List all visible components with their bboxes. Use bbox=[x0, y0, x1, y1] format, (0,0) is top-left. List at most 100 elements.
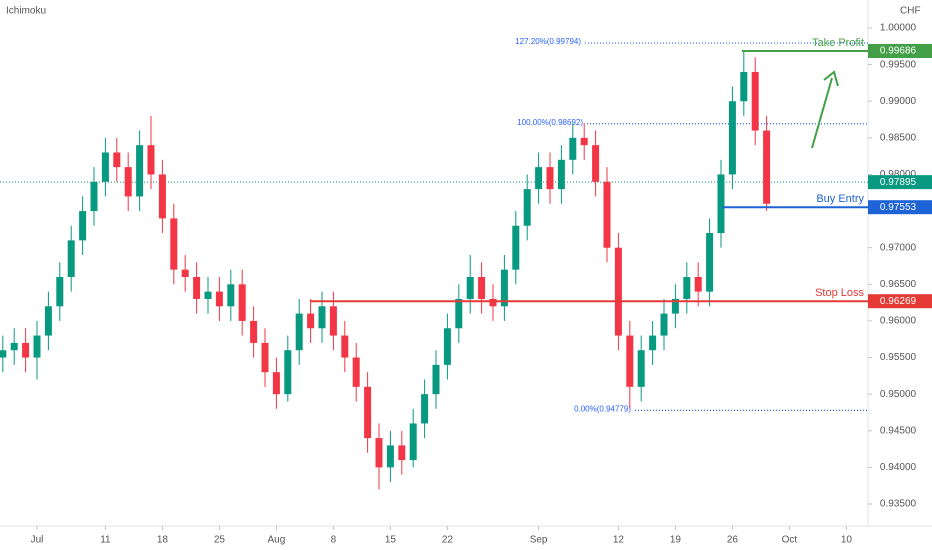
candle-body bbox=[740, 71, 748, 102]
candle-body bbox=[614, 247, 622, 336]
candle-body bbox=[375, 438, 383, 468]
x-tick-label: Aug bbox=[268, 535, 286, 546]
candle-body bbox=[364, 386, 372, 439]
y-tick-label: 0.93500 bbox=[880, 499, 917, 510]
candle-body bbox=[580, 137, 588, 146]
y-tick-label: 0.94500 bbox=[880, 425, 917, 436]
target-arrow-head bbox=[823, 70, 839, 87]
x-tick-label: 22 bbox=[442, 535, 454, 546]
candle-body bbox=[535, 167, 543, 190]
candle-body bbox=[158, 174, 166, 219]
candle-body bbox=[272, 372, 280, 395]
candle-body bbox=[660, 313, 668, 336]
candle-body bbox=[101, 152, 109, 182]
x-tick-label: 12 bbox=[613, 535, 625, 546]
fib-label: 100.00%(0.98692) bbox=[517, 118, 583, 127]
candle-body bbox=[523, 189, 531, 226]
trade-level-name: Stop Loss bbox=[815, 287, 864, 299]
candle-body bbox=[56, 276, 64, 307]
candle-body bbox=[147, 145, 155, 175]
x-tick-label: 8 bbox=[331, 535, 337, 546]
candle-body bbox=[637, 350, 645, 387]
candle-body bbox=[512, 225, 520, 270]
trade-level-box bbox=[868, 43, 932, 58]
candle-body bbox=[489, 298, 497, 307]
fib-label: 127.20%(0.99794) bbox=[515, 37, 581, 46]
candle-body bbox=[329, 306, 337, 336]
y-tick-label: 0.94000 bbox=[880, 462, 917, 473]
last-price-box bbox=[868, 175, 932, 190]
candle-body bbox=[215, 291, 223, 307]
candle-body bbox=[398, 445, 406, 461]
candle-body bbox=[706, 233, 714, 292]
candle-body bbox=[341, 335, 349, 358]
candle-body bbox=[717, 174, 725, 234]
x-tick-label: 10 bbox=[841, 535, 853, 546]
y-tick-label: 0.97000 bbox=[880, 242, 917, 253]
trade-level-value: 0.96269 bbox=[880, 296, 917, 307]
candle-body bbox=[193, 276, 201, 299]
candle-body bbox=[261, 342, 269, 373]
candle-body bbox=[295, 313, 303, 351]
candle-body bbox=[238, 284, 246, 321]
candle-body bbox=[44, 306, 52, 336]
candle-body bbox=[352, 357, 360, 387]
target-arrow bbox=[811, 77, 833, 149]
candle-body bbox=[626, 335, 634, 387]
candle-body bbox=[466, 276, 474, 299]
candle-body bbox=[409, 423, 417, 461]
candle-body bbox=[557, 159, 565, 190]
y-tick-label: 0.99500 bbox=[880, 59, 917, 70]
candle-body bbox=[113, 152, 121, 168]
candle-body bbox=[124, 167, 132, 197]
last-price-label: 0.97895 bbox=[880, 177, 917, 188]
fib-label: 0.00%(0.94779) bbox=[574, 404, 631, 413]
x-tick-label: Sep bbox=[530, 535, 548, 546]
candle-body bbox=[546, 167, 554, 190]
x-tick-label: 18 bbox=[157, 535, 169, 546]
trade-level-name: Buy Entry bbox=[816, 193, 864, 205]
candle-body bbox=[170, 218, 178, 270]
candle-body bbox=[386, 445, 394, 468]
candle-body bbox=[22, 342, 30, 358]
candle-body bbox=[79, 211, 87, 241]
candle-body bbox=[67, 240, 75, 277]
x-tick-label: 26 bbox=[727, 535, 739, 546]
trade-level-value: 0.99686 bbox=[880, 46, 917, 57]
x-tick-label: 15 bbox=[385, 535, 397, 546]
candle-body bbox=[649, 335, 657, 351]
candle-body bbox=[592, 145, 600, 182]
candle-body bbox=[33, 335, 41, 358]
candle-body bbox=[204, 291, 212, 299]
candle-body bbox=[227, 284, 235, 307]
candle-body bbox=[751, 71, 759, 131]
candle-body bbox=[318, 306, 326, 329]
candle-body bbox=[181, 269, 189, 277]
y-tick-label: 0.98000 bbox=[880, 169, 917, 180]
chart-title: Ichimoku bbox=[6, 6, 46, 17]
y-tick-label: 0.96000 bbox=[880, 316, 917, 327]
candle-body bbox=[603, 181, 611, 248]
x-tick-label: 25 bbox=[214, 535, 226, 546]
candle-body bbox=[284, 350, 292, 395]
candle-body bbox=[0, 350, 7, 358]
candle-body bbox=[478, 276, 486, 299]
candle-body bbox=[671, 298, 679, 314]
y-tick-label: 0.98500 bbox=[880, 132, 917, 143]
candle-body bbox=[569, 137, 577, 160]
trade-level-name: Take Profit bbox=[812, 37, 864, 49]
candle-body bbox=[443, 328, 451, 365]
candle-body bbox=[694, 276, 702, 292]
candle-body bbox=[136, 145, 144, 197]
candle-body bbox=[307, 313, 315, 329]
y-tick-label: 0.96500 bbox=[880, 279, 917, 290]
candle-body bbox=[683, 276, 691, 299]
candle-body bbox=[763, 130, 771, 204]
candle-body bbox=[421, 394, 429, 424]
candle-body bbox=[10, 342, 18, 351]
candle-body bbox=[455, 298, 463, 329]
candle-body bbox=[250, 320, 258, 343]
currency-label: CHF bbox=[900, 6, 921, 17]
